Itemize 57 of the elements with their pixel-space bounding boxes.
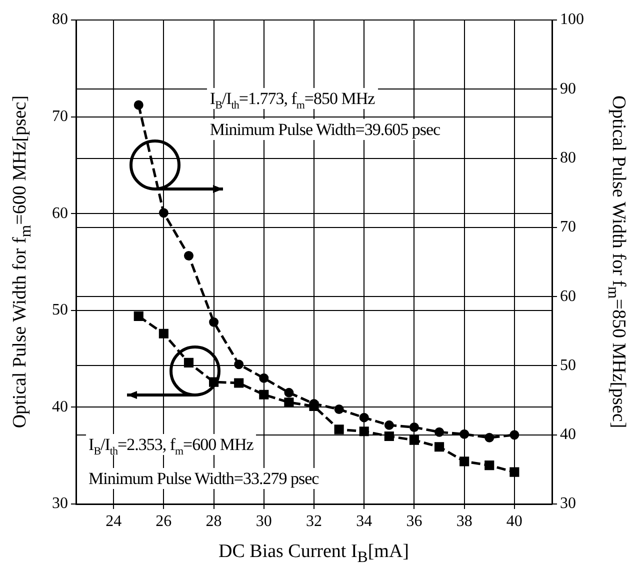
point	[334, 424, 344, 434]
point	[484, 432, 494, 442]
x-tick-label: 28	[206, 512, 222, 530]
x-tick-label: 34	[356, 512, 372, 530]
y-tick-label: 70	[52, 108, 68, 126]
point	[359, 412, 369, 422]
point	[460, 429, 470, 439]
point	[384, 420, 394, 430]
y2-tick-label: 90	[560, 80, 576, 98]
x-tick-label: 24	[106, 512, 122, 530]
y2-tick-label: 30	[560, 495, 576, 512]
y2-tick-label: 70	[560, 218, 576, 236]
point	[259, 373, 269, 383]
point	[384, 431, 394, 442]
point	[234, 360, 244, 370]
point	[184, 251, 194, 261]
point	[434, 442, 444, 452]
y-tick-label: 80	[52, 11, 68, 28]
y-tick-label: 60	[52, 204, 68, 222]
y-tick-label: 30	[52, 495, 68, 512]
point	[259, 390, 269, 400]
annotation: I$_{B}$/I$_{th}$=1.773, f$_{m}$=850 MHz	[206, 88, 378, 112]
point	[434, 427, 444, 437]
y2-tick-label: 60	[560, 288, 576, 305]
annotation: Minimum Pulse Width=33.279 psec	[86, 468, 322, 489]
annotation: I$_{B}$/I$_{th}$=2.353, f$_{m}$=600 MHz	[86, 434, 256, 458]
y-tick-label: 50	[52, 302, 68, 319]
x-tick-label: 40	[506, 512, 522, 530]
point	[134, 311, 144, 321]
point	[234, 378, 244, 388]
point	[158, 208, 168, 218]
y2-tick-label: 80	[560, 149, 576, 166]
point	[334, 404, 344, 414]
x-tick-label: 30	[256, 512, 272, 530]
point	[484, 460, 494, 470]
point	[284, 398, 294, 408]
point	[409, 422, 419, 432]
point	[359, 426, 369, 436]
point	[510, 467, 520, 477]
point	[460, 456, 470, 466]
point	[209, 317, 219, 327]
y2-tick-label: 40	[560, 426, 576, 444]
point	[134, 100, 144, 110]
point	[158, 328, 168, 338]
x-axis-title: DC Bias Current I$_{B}$[mA]	[218, 541, 410, 566]
y-tick-label: 40	[52, 398, 68, 416]
point	[409, 435, 419, 445]
point	[510, 430, 520, 440]
point	[284, 388, 294, 398]
y2-tick-label: 100	[560, 11, 584, 28]
annotation: Minimum Pulse Width=39.605 psec	[206, 119, 444, 140]
x-tick-label: 26	[156, 512, 172, 530]
x-tick-label: 36	[406, 512, 422, 530]
y2-tick-label: 50	[560, 356, 576, 374]
x-tick-label: 32	[306, 512, 322, 530]
point	[184, 358, 194, 368]
x-tick-label: 38	[456, 512, 472, 530]
